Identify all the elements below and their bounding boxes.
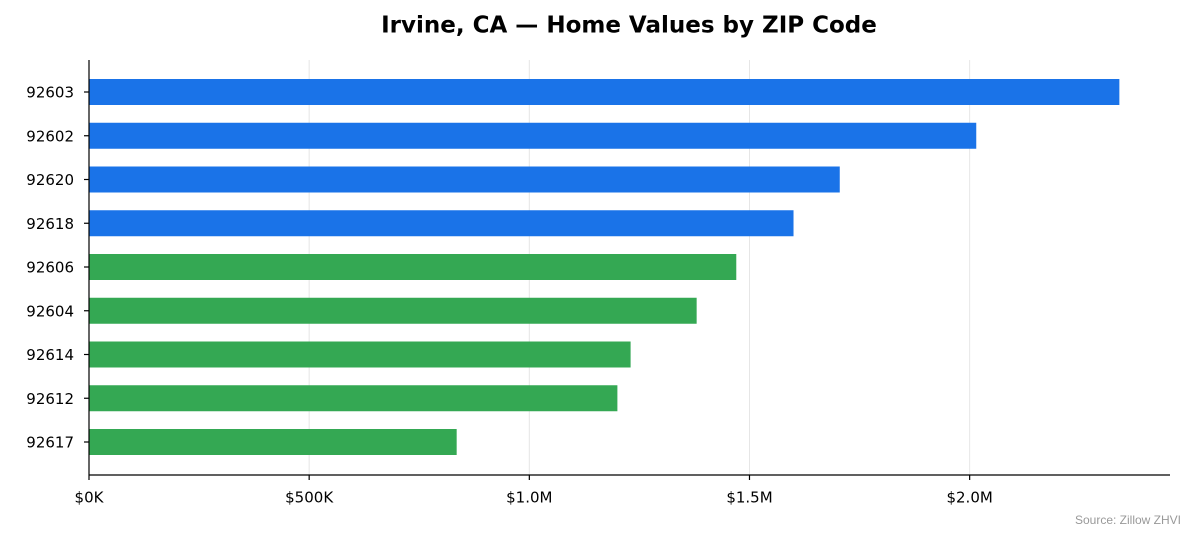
x-tick-label: $1.5M [726, 489, 772, 507]
x-tick-label: $0K [75, 489, 105, 507]
bar [89, 297, 697, 324]
y-tick-label: 92606 [26, 259, 74, 277]
bar [89, 122, 977, 149]
bar [89, 210, 794, 237]
bar [89, 341, 631, 368]
y-tick-label: 92604 [26, 302, 74, 320]
x-tick-label: $500K [285, 489, 334, 507]
y-tick-label: 92620 [26, 171, 74, 189]
bar [89, 254, 737, 280]
y-tick-label: 92614 [26, 346, 74, 364]
x-tick-label: $2.0M [946, 489, 992, 507]
y-tick-label: 92617 [26, 434, 74, 452]
chart-title: Irvine, CA — Home Values by ZIP Code [381, 13, 877, 39]
bar [89, 166, 840, 193]
y-tick-label: 92618 [26, 215, 74, 233]
y-tick-label: 92603 [26, 84, 74, 102]
source-note: Source: Zillow ZHVI [1075, 513, 1181, 527]
bar [89, 429, 457, 455]
bar [89, 385, 618, 412]
y-tick-label: 92612 [26, 390, 74, 408]
x-tick-label: $1.0M [506, 489, 552, 507]
bar [89, 79, 1120, 105]
y-tick-label: 92602 [26, 127, 74, 145]
